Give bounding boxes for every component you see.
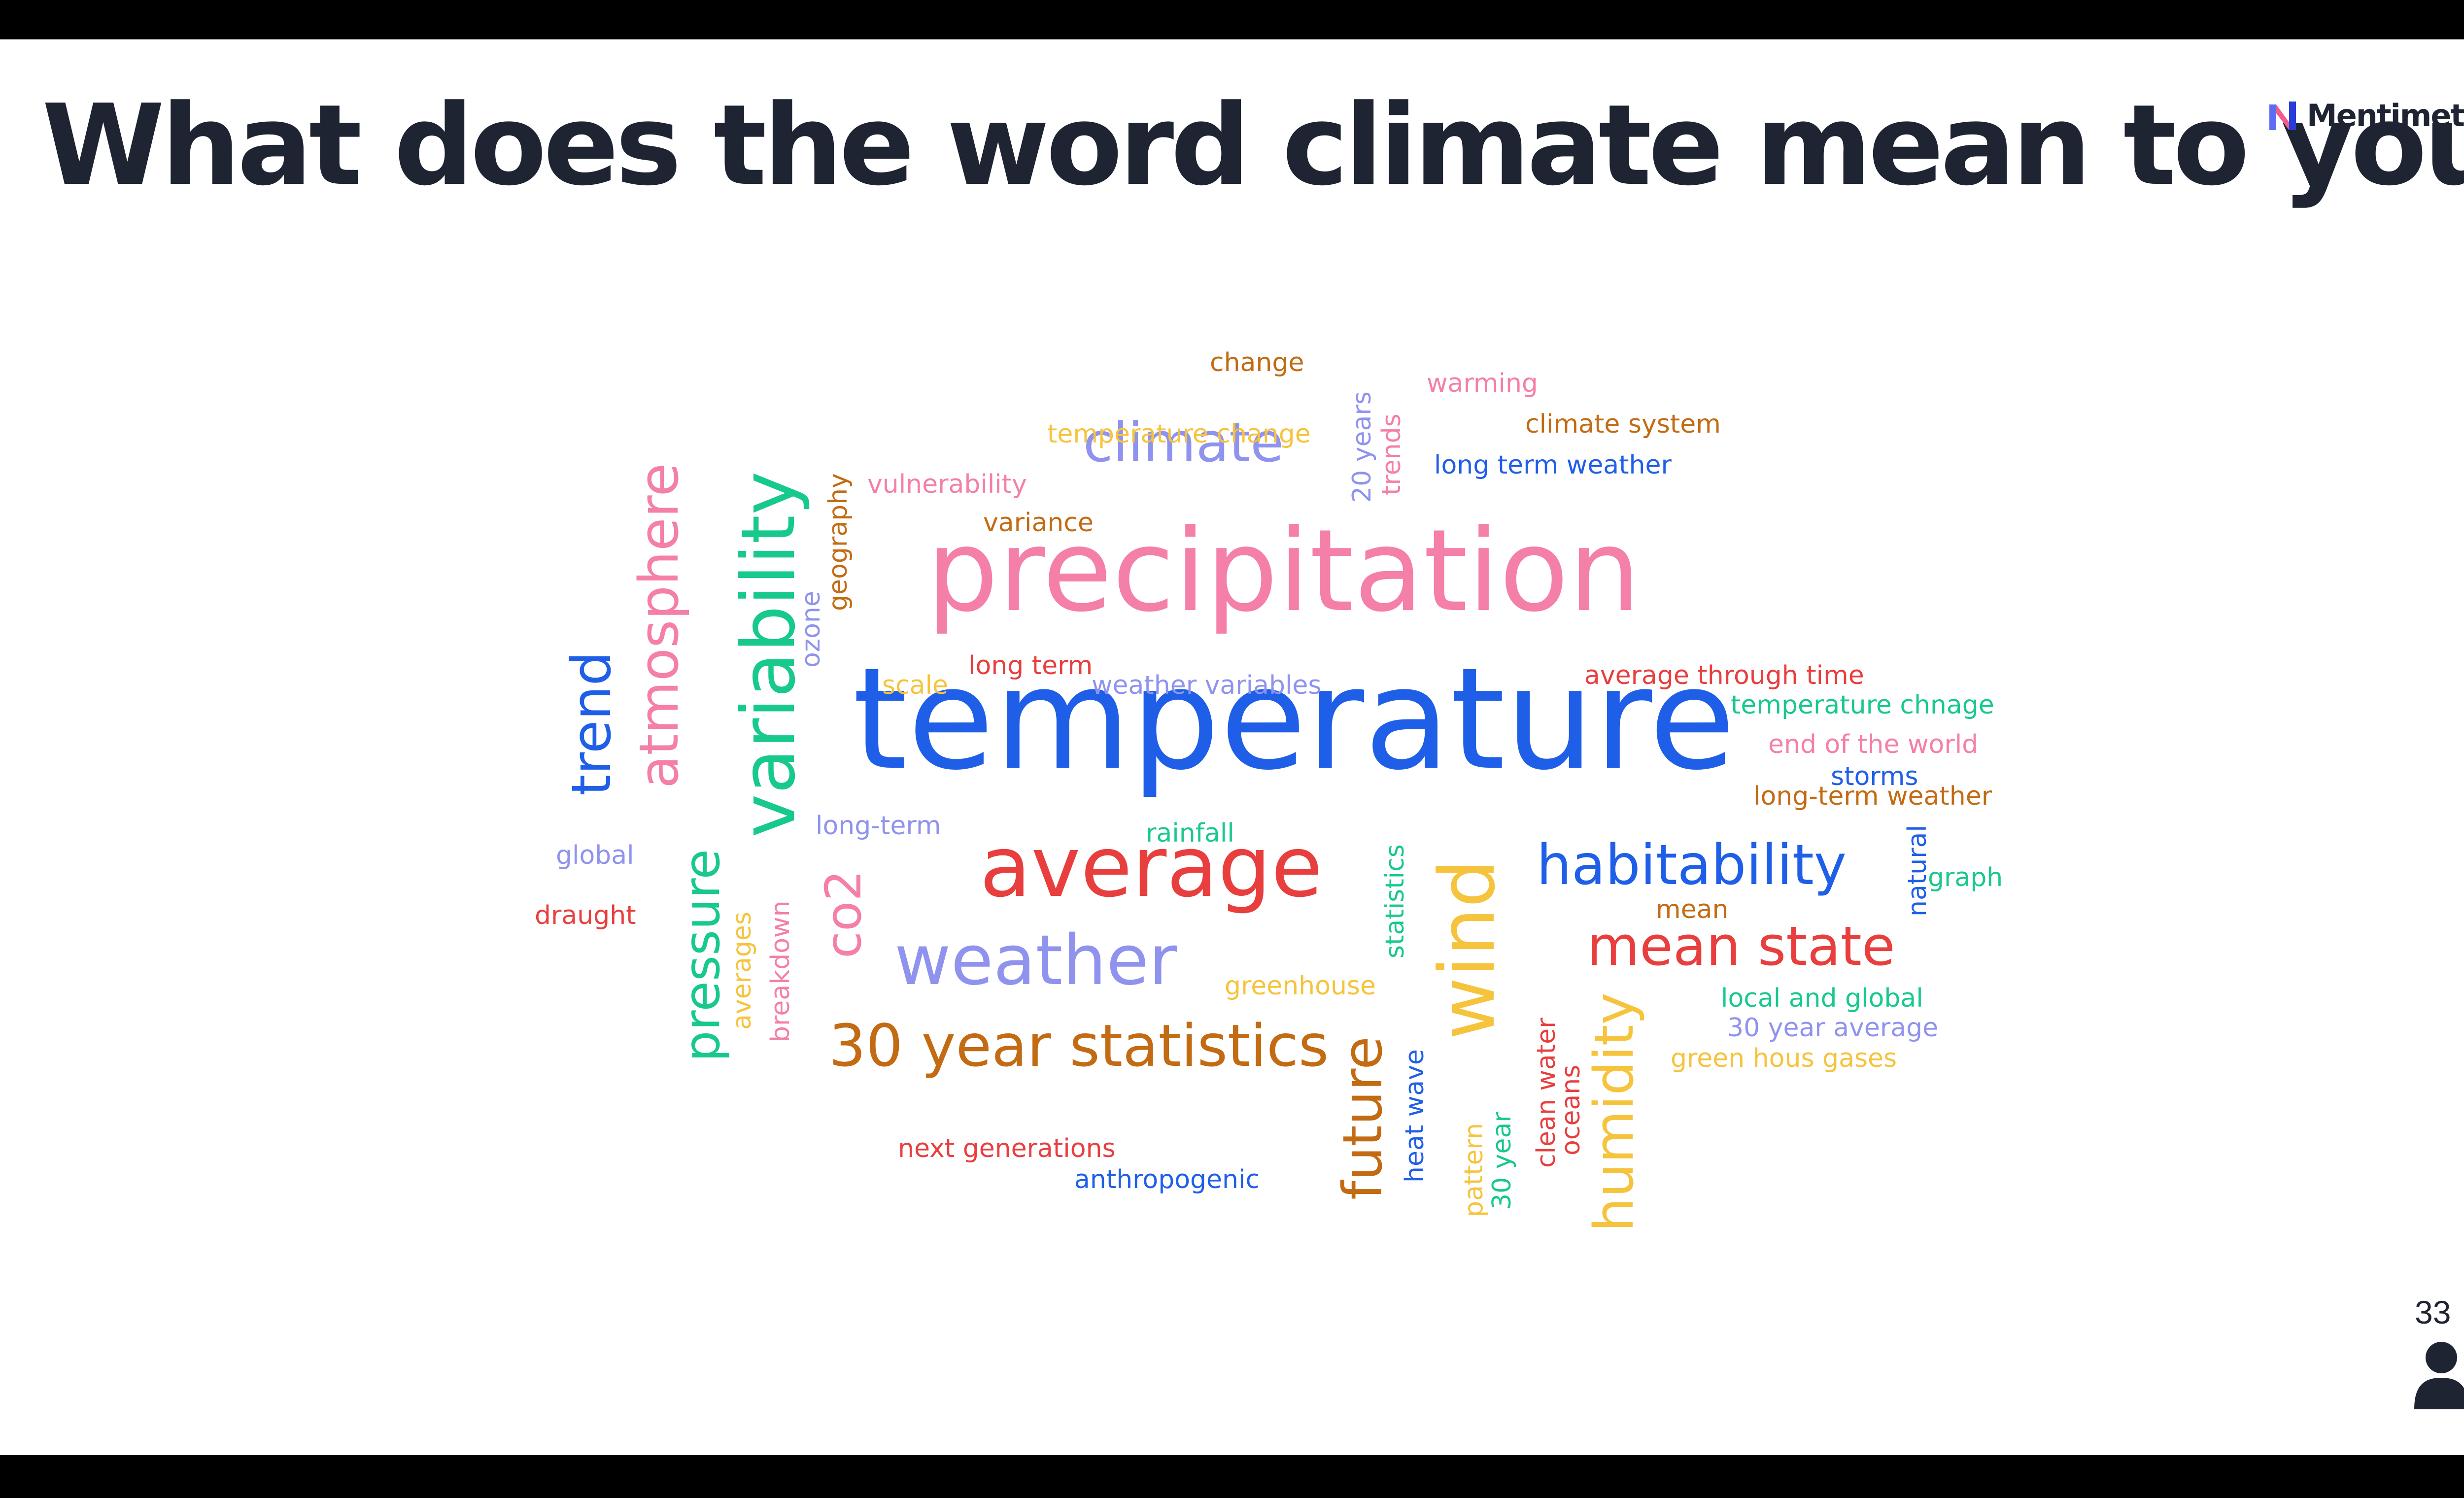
word: vulnerability: [867, 470, 1027, 499]
word: climate system: [1525, 409, 1721, 439]
word: variance: [983, 508, 1094, 538]
participant-count: 33: [2415, 1294, 2451, 1330]
word: oceans: [1556, 1064, 1586, 1156]
word: average through time: [1584, 661, 1864, 690]
word: future: [1331, 1036, 1394, 1200]
bottom-bar: [0, 1455, 2464, 1498]
word: wind: [1423, 859, 1512, 1040]
word: change: [1210, 348, 1304, 377]
word: clean water: [1532, 1018, 1561, 1168]
word: storms: [1831, 762, 1918, 791]
word: 30 year: [1487, 1112, 1517, 1210]
mentimeter-logo-icon: [2269, 101, 2296, 130]
word: temperature: [853, 638, 1736, 801]
word: local and global: [1721, 984, 1923, 1013]
word: co2: [815, 870, 872, 958]
word: humidity: [1582, 992, 1645, 1232]
word: graph: [1928, 863, 2003, 892]
word: climate: [1083, 411, 1284, 474]
word: greenhouse: [1225, 971, 1376, 1001]
word: anthropogenic: [1074, 1165, 1260, 1194]
word: precipitation: [926, 506, 1641, 637]
word: long term: [968, 651, 1093, 681]
word: long term weather: [1434, 450, 1672, 480]
word: mean: [1656, 895, 1729, 924]
word: long-term: [816, 811, 941, 841]
word: 30 year average: [1727, 1013, 1939, 1043]
word: draught: [535, 901, 636, 930]
word: pressure: [673, 849, 731, 1062]
word: scale: [882, 671, 948, 700]
word: mean state: [1587, 915, 1895, 978]
word: green hous gases: [1671, 1044, 1897, 1073]
brand-name: Mentimeter: [2307, 98, 2464, 134]
word: trends: [1377, 413, 1406, 495]
word-cloud: temperature precipitation average weathe…: [517, 296, 2070, 1271]
word: 30 year statistics: [829, 1012, 1329, 1080]
word: next generations: [898, 1134, 1116, 1163]
word: warming: [1427, 369, 1538, 398]
word: temperature chnage: [1731, 690, 1994, 720]
word: global: [556, 841, 634, 870]
word: weather: [894, 920, 1177, 1001]
word: breakdown: [766, 900, 795, 1042]
word: ozone: [796, 591, 826, 668]
word: weather variables: [1092, 671, 1322, 700]
word: variability: [726, 471, 812, 838]
word: 20 years: [1347, 391, 1377, 503]
word: geography: [823, 473, 853, 611]
word: heat wave: [1400, 1049, 1430, 1183]
word: pattern: [1459, 1123, 1489, 1217]
word: long-term weather: [1753, 782, 1992, 811]
slide: What does the word climate mean to you? …: [0, 39, 2464, 1455]
word: natural: [1903, 825, 1932, 917]
word: temperature change: [1047, 419, 1311, 449]
word: trend: [560, 651, 623, 796]
word: average: [980, 818, 1323, 916]
participants-icon: [2414, 1342, 2464, 1409]
word: averages: [727, 912, 757, 1030]
word: rainfall: [1146, 818, 1234, 848]
word: statistics: [1380, 844, 1410, 958]
word: habitability: [1537, 833, 1847, 897]
word: end of the world: [1768, 730, 1979, 759]
word: atmosphere: [627, 463, 690, 788]
slide-title: What does the word climate mean to you?: [42, 81, 2464, 210]
mentimeter-logo: Mentimeter: [2269, 98, 2464, 134]
